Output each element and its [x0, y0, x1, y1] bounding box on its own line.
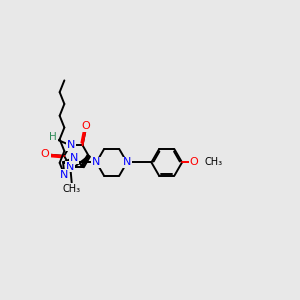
Text: N: N [123, 158, 131, 167]
Text: N: N [70, 153, 79, 163]
Text: O: O [189, 158, 198, 167]
Text: CH₃: CH₃ [204, 158, 223, 167]
Text: N: N [92, 158, 100, 167]
Text: O: O [82, 122, 90, 131]
Text: N: N [60, 169, 68, 180]
Text: H: H [49, 132, 57, 142]
Text: CH₃: CH₃ [63, 184, 81, 194]
Text: N: N [67, 140, 75, 150]
Text: O: O [41, 149, 50, 159]
Text: N: N [66, 161, 74, 172]
